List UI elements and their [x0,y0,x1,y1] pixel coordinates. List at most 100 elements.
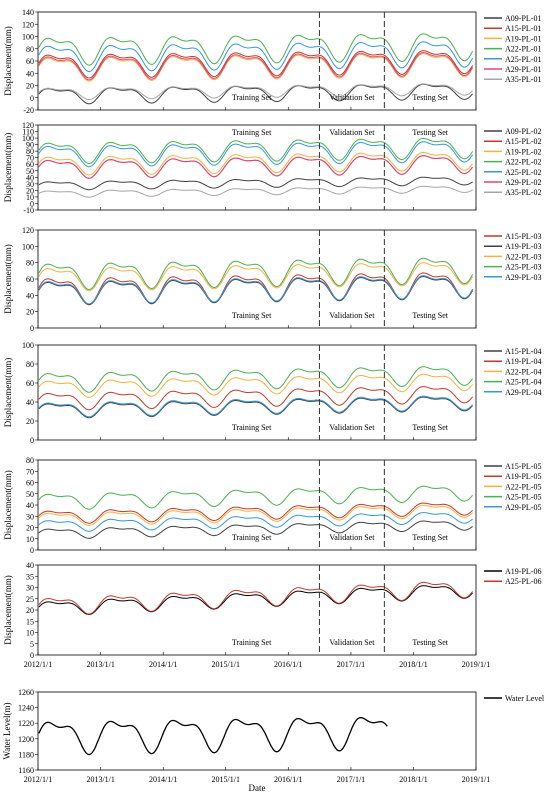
panel-4-ytick-label-3: 60 [26,379,34,388]
panel-6-xtick-label-1: 2013/1/1 [86,660,114,669]
panel-6-testing-set-label: Testing Set [412,638,448,647]
panel-2-series-0-line [38,176,473,191]
panel-2-ytick-label-7: 60 [26,160,34,169]
panel-5-ylabel: Displacement(mm) [3,470,13,539]
panel-2-testing-set-label: Testing Set [412,128,448,137]
panel-2-series-2-line [38,151,473,176]
panel-6-xtick-label-3: 2015/1/1 [212,660,240,669]
panel-3-legend-label-1: A19-PL-03 [505,242,541,251]
panel-4-series-4-line [38,395,473,418]
panel-6-xtick-label-2: 2014/1/1 [149,660,177,669]
panel-3-series-2-line [38,262,474,292]
panel-6-ytick-label-4: 20 [26,606,34,615]
panel-4-series-3-line [38,366,473,393]
panel-7-ytick-label-4: 1240 [18,704,34,713]
panel-5-legend-label-2: A22-PL-05 [505,482,541,491]
panel-1-legend-label-1: A15-PL-01 [505,24,541,33]
panel-7-ytick-label-2: 1200 [18,735,34,744]
panel-1-series-1-line [38,50,474,79]
panel-2-legend-label-0: A09-PL-02 [505,127,541,136]
panel-6-ytick-label-8: 40 [26,561,34,570]
panel-7-ytick-label-5: 1260 [18,688,34,697]
panel-5-series-2-line [38,504,473,526]
panel-7-xtick-label-7: 2019/1/1 [462,775,490,784]
panel-1-ytick-label-3: 40 [26,69,34,78]
panel-6-training-set-label: Training Set [232,638,272,647]
panel-2-series-4-line [38,141,474,168]
panel-3-ylabel: Displacement(mm) [3,244,13,313]
panel-1-ytick-label-4: 60 [26,57,34,66]
panel-5-legend-label-1: A19-PL-05 [505,472,541,481]
panel-5-ytick-label-3: 30 [26,512,34,521]
panel-4-ytick-label-4: 80 [26,360,34,369]
panel-5-legend-label-3: A25-PL-05 [505,493,541,502]
panel-2-ytick-label-5: 40 [26,173,34,182]
panel-6-xtick-label-4: 2016/1/1 [274,660,302,669]
panel-2-ytick-label-1: 0 [30,199,34,208]
panel-3-ytick-label-0: 0 [30,324,34,333]
panel-1-ytick-label-1: 0 [30,94,34,103]
panel-5-series-1-line [38,502,473,524]
panel-5-ytick-label-8: 80 [26,456,34,465]
panel-5-validation-set-label: Validation Set [329,533,375,542]
panel-4-testing-set-label: Testing Set [412,423,448,432]
panel-4-legend-label-4: A29-PL-04 [505,388,541,397]
panel-6-xtick-label-0: 2012/1/1 [24,660,52,669]
panel-6-series-1-line [38,581,473,615]
panel-3-series-3-line [38,257,474,291]
panel-5-ytick-label-0: 0 [30,546,34,555]
panel-7-legend-label-0: Water Level [505,694,545,703]
panel-3-testing-set-label: Testing Set [412,311,448,320]
panel-1-legend-label-6: A35-PL-01 [505,75,541,84]
panel-5-legend-label-0: A15-PL-05 [505,462,541,471]
panel-2-ytick-label-4: 30 [26,180,34,189]
panel-4-ytick-label-2: 40 [26,398,34,407]
panel-1-validation-set-label: Validation Set [329,93,375,102]
panel-6-ylabel: Displacement(mm) [3,575,13,644]
panel-2-legend-label-4: A25-PL-02 [505,168,541,177]
panel-1-ytick-label-0: -20 [23,106,34,115]
panel-3-ytick-label-5: 100 [22,242,34,251]
panel-7-series-0-line [38,716,388,756]
panel-2-training-set-label: Training Set [232,128,272,137]
panel-1-series-2-line [38,53,474,82]
panel-1-ytick-label-7: 120 [22,20,34,29]
panel-3-ytick-label-6: 120 [22,226,34,235]
panel-5-ytick-label-1: 10 [26,535,34,544]
panel-3-series-0-line [38,272,474,305]
panel-4-legend-label-0: A15-PL-04 [505,347,541,356]
panel-6-ytick-label-2: 10 [26,629,34,638]
panel-1-legend-label-4: A25-PL-01 [505,55,541,64]
panel-4-series-1-line [38,386,473,411]
panel-3-validation-set-label: Validation Set [329,311,375,320]
panel-6-ytick-label-5: 25 [26,595,34,604]
panel-2-frame [37,124,477,211]
panel-7-frame [37,691,477,771]
panel-5-training-set-label: Training Set [232,533,272,542]
panel-1-ylabel: Displacement(mm) [3,26,13,95]
panel-2-legend-label-3: A22-PL-02 [505,158,541,167]
panel-2-ytick-label-2: 10 [26,193,34,202]
panel-6-legend-label-0: A19-PL-06 [505,567,541,576]
panel-7-ytick-label-1: 1180 [18,750,34,759]
panel-2-ytick-label-0: -10 [23,206,34,215]
panel-3-ytick-label-2: 40 [26,291,34,300]
panel-3-ytick-label-3: 60 [26,275,34,284]
panel-1-legend-label-0: A09-PL-01 [505,14,541,23]
panel-6-ytick-label-1: 5 [30,640,34,649]
panel-4-legend-label-2: A22-PL-04 [505,367,541,376]
panel-4-ylabel: Displacement(mm) [3,358,13,427]
panel-2-validation-set-label: Validation Set [329,128,375,137]
panel-1-training-set-label: Training Set [232,93,272,102]
panel-2-ytick-label-3: 20 [26,186,34,195]
panel-3-ytick-label-1: 20 [26,308,34,317]
panel-3-legend-label-4: A29-PL-03 [505,273,541,282]
panel-4-series-0-line [38,396,473,419]
date-axis-title: Date [249,783,266,793]
panel-1-ytick-label-5: 80 [26,45,34,54]
panel-2-legend-label-6: A35-PL-02 [505,188,541,197]
panel-2-ytick-label-13: 120 [22,121,34,130]
panel-1-legend-label-3: A22-PL-01 [505,45,541,54]
panel-6-ytick-label-7: 35 [26,572,34,581]
panel-1-series-6-line [38,83,473,100]
